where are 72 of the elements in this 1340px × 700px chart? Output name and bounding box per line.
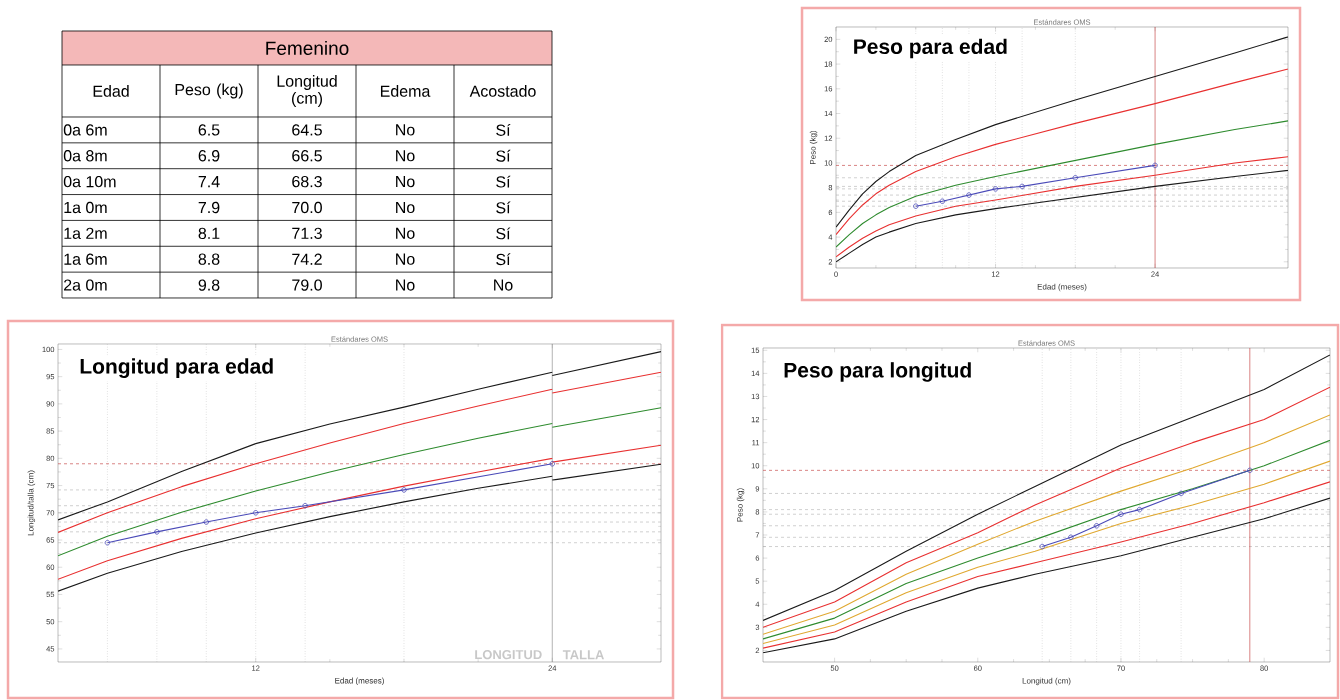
text: 0a 10m xyxy=(63,175,116,188)
text: 79.0 xyxy=(292,279,322,291)
text: 7.9 xyxy=(198,201,220,214)
text: 9.8 xyxy=(198,279,220,291)
x-axis-title: Edad (meses) xyxy=(1037,283,1087,292)
text: 8.1 xyxy=(198,227,220,240)
line-series xyxy=(58,457,553,580)
y-axis-title: Peso (kg) xyxy=(736,488,745,522)
line-series xyxy=(58,422,553,557)
point xyxy=(1118,511,1124,517)
point xyxy=(1068,534,1074,541)
point xyxy=(302,503,308,509)
text: 71.3 xyxy=(292,227,322,240)
text: No xyxy=(396,253,415,265)
line-series xyxy=(58,475,553,592)
text: 70.0 xyxy=(292,201,322,214)
text: 0a 6m xyxy=(63,124,107,136)
text: 64.5 xyxy=(292,124,322,136)
text: Sí xyxy=(496,123,511,136)
point xyxy=(203,519,209,525)
x-axis-title: Edad (meses) xyxy=(335,677,384,686)
point xyxy=(1019,183,1025,190)
text: 0a 8m xyxy=(63,150,107,162)
text: Peso para edad xyxy=(854,38,1007,59)
point xyxy=(939,198,946,204)
text: Edad xyxy=(93,85,129,97)
point xyxy=(1136,506,1143,513)
y-axis-title: Peso (kg) xyxy=(809,130,818,164)
text: 7.4 xyxy=(198,176,220,188)
point xyxy=(966,192,972,198)
text: Longitud para edad xyxy=(80,358,273,378)
text: Sí xyxy=(496,175,511,188)
text: No xyxy=(396,150,415,162)
text: Acostado xyxy=(469,85,536,97)
text: 1a 6m xyxy=(64,253,107,265)
point xyxy=(1072,175,1078,181)
text: 8.8 xyxy=(198,253,220,265)
line-series xyxy=(836,36,1289,228)
text: No xyxy=(396,227,415,239)
point xyxy=(253,510,259,516)
text: 1a 0m xyxy=(64,201,107,214)
text: No xyxy=(396,124,415,136)
point xyxy=(992,186,999,192)
text: 6.5 xyxy=(198,124,220,136)
point xyxy=(154,529,160,535)
y-axis-title: Longitud/talla (cm) xyxy=(27,470,36,536)
point xyxy=(1178,490,1184,497)
point xyxy=(401,487,407,493)
text: No xyxy=(396,279,415,291)
text: No xyxy=(494,279,513,291)
text: Sí xyxy=(496,227,511,240)
text: No xyxy=(396,176,415,188)
text: Sí xyxy=(496,201,511,214)
line-series xyxy=(836,68,1289,236)
text: Femenino xyxy=(266,41,349,55)
text: 1a 2m xyxy=(64,227,107,240)
point xyxy=(1093,523,1100,529)
line-series xyxy=(836,156,1289,258)
text: 68.3 xyxy=(292,175,322,188)
text: 2a 0m xyxy=(64,279,107,291)
text: Longitud (cm) xyxy=(277,75,337,107)
text: 74.2 xyxy=(292,253,322,265)
text: Sí xyxy=(496,253,511,266)
line-series xyxy=(58,388,553,533)
text: Peso para longitud xyxy=(784,362,971,382)
text: 66.5 xyxy=(292,150,322,162)
text: Peso (kg) xyxy=(175,83,243,99)
text: No xyxy=(396,201,415,214)
text: Sí xyxy=(496,149,511,162)
text: 6.9 xyxy=(198,150,220,162)
text: Edema xyxy=(380,85,431,97)
x-axis-title: Longitud (cm) xyxy=(1022,677,1071,686)
